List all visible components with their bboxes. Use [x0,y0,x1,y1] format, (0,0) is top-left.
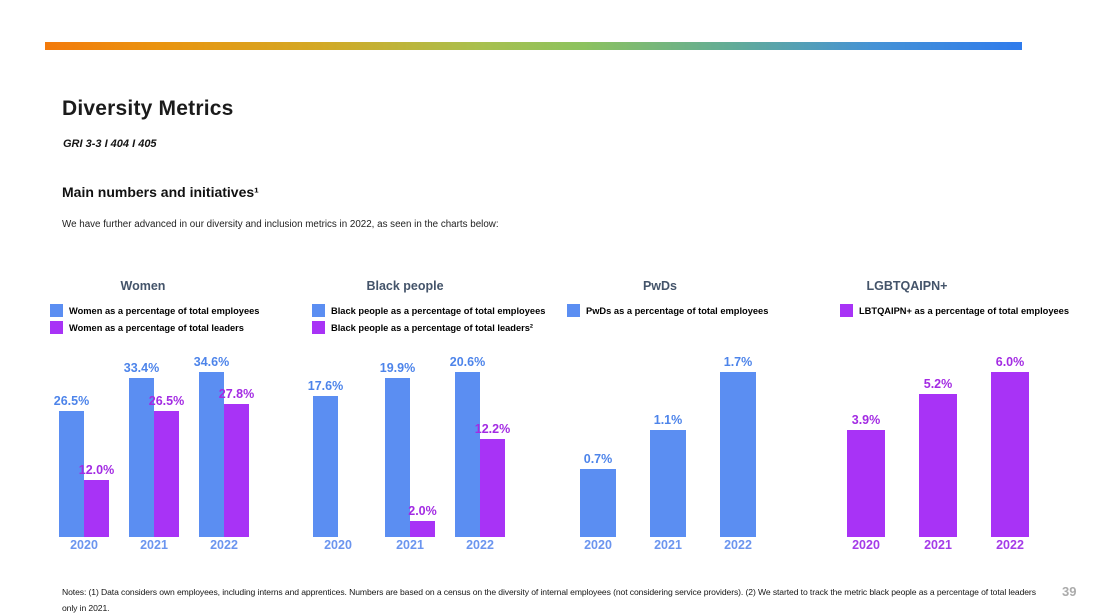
value-label: 2.0% [408,504,437,518]
chart-title: Black people [366,279,444,293]
value-label: 19.9% [379,361,416,375]
gri-reference: GRI 3-3 I 404 I 405 [63,138,157,150]
year-label: 2021 [140,538,168,552]
legend-label: Black people as a percentage of total em… [331,305,546,316]
value-label: 20.6% [449,355,486,369]
chart-lgbtqaipn-: LGBTQAIPN+ LBTQAIPN+ as a percentage of t… [822,273,1090,558]
year-label: 2021 [654,538,682,552]
value-label: 3.9% [851,413,881,427]
value-label: 27.8% [218,387,255,401]
bar-2022-purple [224,404,249,537]
year-label: 2020 [584,538,612,552]
page-number: 39 [1062,584,1077,599]
legend-item: Women as a percentage of total leaders [50,319,244,336]
legend-label: Women as a percentage of total employees [69,305,260,316]
value-label: 0.7% [583,452,613,466]
year-label: 2020 [852,538,880,552]
legend-item: Women as a percentage of total employees [50,302,259,319]
legend-swatch-purple [840,304,853,317]
legend-item: Black people as a percentage of total le… [312,319,533,336]
legend-item: PwDs as a percentage of total employees [567,302,768,319]
year-label: 2022 [996,538,1024,552]
year-label: 2022 [466,538,494,552]
value-label: 26.5% [53,394,90,408]
bar-2021-blue [650,430,686,537]
value-label: 12.0% [78,463,115,477]
year-label: 2022 [724,538,752,552]
legend-item: Black people as a percentage of total em… [312,302,545,319]
year-label: 2021 [924,538,952,552]
bar-2020-purple [84,480,109,537]
charts-row: Women Women as a percentage of total empl… [48,273,1097,558]
legend-label: Women as a percentage of total leaders [69,322,244,333]
bar-2020-purple [847,430,885,537]
bar-2021-blue [129,378,154,537]
year-label: 2020 [70,538,98,552]
bar-2020-blue [59,411,84,537]
year-label: 2020 [324,538,352,552]
bar-2021-purple [410,521,435,537]
year-label: 2021 [396,538,424,552]
bar-2022-blue [199,372,224,537]
bar-2022-purple [480,439,505,537]
legend-swatch-blue [567,304,580,317]
chart-title: LGBTQAIPN+ [866,279,948,293]
chart-black-people: Black people Black people as a percentage… [307,273,552,558]
legend-swatch-purple [312,321,325,334]
legend-label: PwDs as a percentage of total employees [586,305,769,316]
bar-2020-blue [580,469,616,537]
bar-2021-purple [154,411,179,537]
chart-title: Women [120,279,166,293]
bar-2022-blue [720,372,756,537]
footnotes: Notes: (1) Data considers own employees,… [62,587,1036,613]
value-label: 5.2% [923,377,953,391]
section-title: Main numbers and initiatives¹ [62,184,259,200]
chart-women: Women Women as a percentage of total empl… [48,273,290,558]
value-label: 17.6% [307,379,344,393]
legend-swatch-blue [50,304,63,317]
value-label: 12.2% [474,422,511,436]
bar-2021-purple [919,394,957,537]
legend-swatch-blue [312,304,325,317]
legend-swatch-purple [50,321,63,334]
accent-gradient-bar [45,42,1022,50]
chart-pwds: PwDs PwDs as a percentage of total employ… [565,273,810,558]
bar-2020-blue [313,396,338,537]
bar-2022-blue [455,372,480,537]
value-label: 6.0% [995,355,1025,369]
legend-item: LBTQAIPN+ as a percentage of total emplo… [840,302,1069,319]
page-title: Diversity Metrics [62,97,234,120]
intro-text: We have further advanced in our diversit… [62,219,499,230]
value-label: 26.5% [148,394,185,408]
value-label: 1.1% [653,413,683,427]
legend-label: LBTQAIPN+ as a percentage of total emplo… [859,305,1070,316]
bar-2022-purple [991,372,1029,537]
chart-title: PwDs [642,279,678,293]
legend-label: Black people as a percentage of total le… [331,322,534,333]
year-label: 2022 [210,538,238,552]
value-label: 33.4% [123,361,160,375]
bar-2021-blue [385,378,410,537]
value-label: 1.7% [723,355,753,369]
value-label: 34.6% [193,355,230,369]
